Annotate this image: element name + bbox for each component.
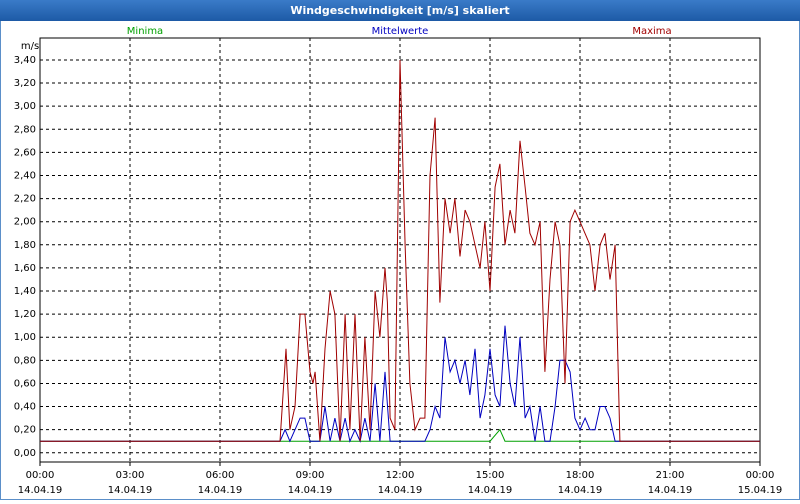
x-tick-label: 14.04.19 [648, 485, 693, 496]
x-tick-label: 15:00 [476, 470, 505, 481]
x-tick-label: 14.04.19 [198, 485, 243, 496]
x-tick-label: 09:00 [296, 470, 325, 481]
x-tick-label: 03:00 [116, 470, 145, 481]
y-tick-label: 2,80 [14, 124, 36, 135]
y-tick-label: 2,40 [14, 170, 36, 181]
y-tick-label: 2,20 [14, 194, 36, 205]
x-tick-label: 06:00 [206, 470, 235, 481]
title-bar [0, 0, 800, 21]
y-tick-label: 2,60 [14, 147, 36, 158]
y-tick-label: 0,00 [14, 448, 36, 459]
y-tick-label: 0,60 [14, 378, 36, 389]
y-tick-label: 3,20 [14, 78, 36, 89]
y-tick-label: 1,60 [14, 263, 36, 274]
y-tick-label: 1,80 [14, 240, 36, 251]
x-tick-label: 00:00 [746, 470, 775, 481]
legend-label: Maxima [632, 26, 671, 37]
y-tick-label: 0,40 [14, 402, 36, 413]
y-tick-label: 1,20 [14, 309, 36, 320]
x-tick-label: 21:00 [656, 470, 685, 481]
y-axis-unit: m/s [21, 41, 39, 52]
x-tick-label: 14.04.19 [558, 485, 603, 496]
x-tick-label: 00:00 [26, 470, 55, 481]
series-line [40, 59, 760, 442]
y-tick-label: 3,40 [14, 55, 36, 66]
x-tick-label: 14.04.19 [108, 485, 153, 496]
x-tick-label: 14.04.19 [288, 485, 333, 496]
legend-label: Mittelwerte [372, 26, 429, 37]
x-tick-label: 14.04.19 [468, 485, 513, 496]
legend-label: Minima [127, 26, 163, 37]
x-tick-label: 14.04.19 [378, 485, 423, 496]
x-tick-label: 14.04.19 [18, 485, 63, 496]
x-tick-label: 18:00 [566, 470, 595, 481]
y-tick-label: 2,00 [14, 217, 36, 228]
x-tick-label: 15.04.19 [738, 485, 783, 496]
y-tick-label: 1,40 [14, 286, 36, 297]
y-tick-label: 0,80 [14, 355, 36, 366]
y-tick-label: 0,20 [14, 425, 36, 436]
y-tick-label: 1,00 [14, 332, 36, 343]
y-tick-label: 3,00 [14, 101, 36, 112]
x-tick-label: 12:00 [386, 470, 415, 481]
chart-title: Windgeschwindigkeit [m/s] skaliert [290, 4, 509, 17]
